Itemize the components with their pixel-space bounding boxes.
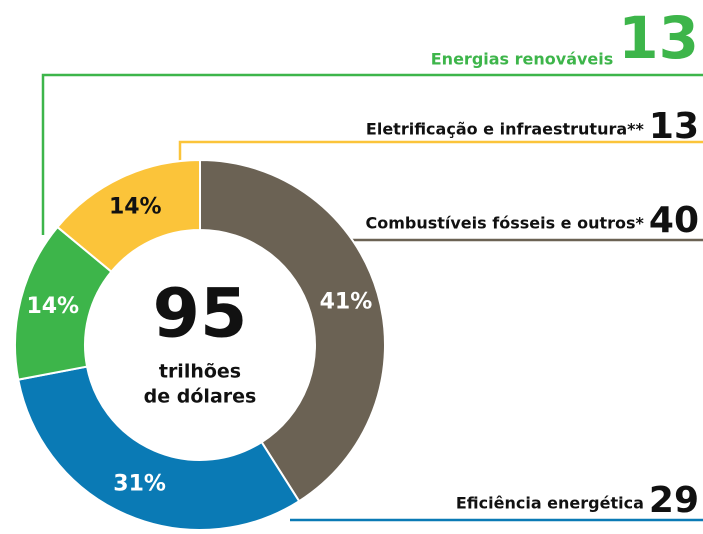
- center-value: 95: [153, 275, 248, 354]
- category-label: Energias renováveis: [431, 50, 614, 69]
- percent-label: 31%: [113, 471, 166, 496]
- amount: 13: [618, 4, 699, 72]
- amount: 13: [649, 106, 699, 147]
- donut-segment: [199, 158, 386, 503]
- donut-segment: [17, 365, 301, 531]
- amount: 40: [649, 200, 699, 241]
- category-label: Combustíveis fósseis e outros*: [365, 214, 644, 233]
- category-label: Eletrificação e infraestrutura**: [366, 120, 645, 139]
- percent-label: 14%: [26, 294, 79, 319]
- center-line1: trilhões: [159, 361, 241, 383]
- leader-line: [41, 73, 703, 235]
- donut-segment: [56, 158, 201, 274]
- leader-line: [178, 140, 703, 165]
- center-line2: de dólares: [144, 386, 257, 408]
- percent-label: 41%: [320, 290, 373, 315]
- amount: 29: [649, 480, 699, 521]
- percent-label: 14%: [109, 194, 162, 219]
- category-label: Eficiência energética: [456, 494, 644, 513]
